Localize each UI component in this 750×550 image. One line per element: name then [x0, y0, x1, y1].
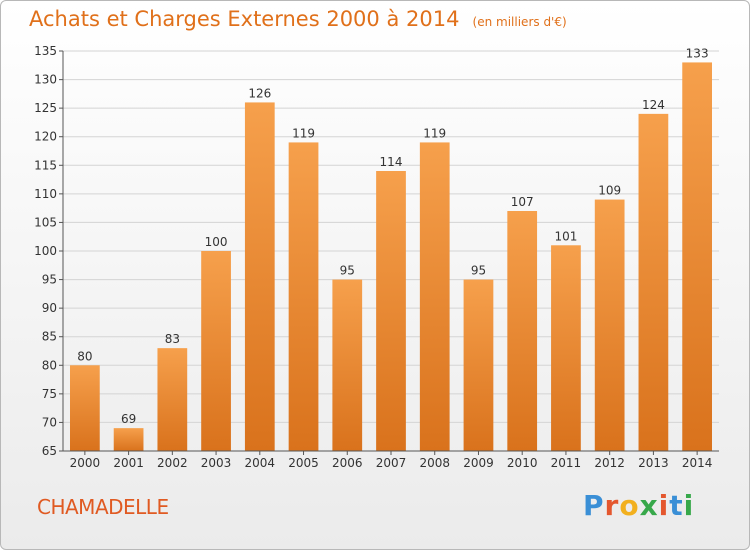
y-tick-label: 80: [42, 358, 57, 372]
bar-2004: [244, 102, 275, 451]
y-tick-label: 125: [34, 101, 57, 115]
x-tick-label-2000: 2000: [70, 456, 101, 470]
axes: 65 70 75 80 85 90 95 100 105 110 115 120 125 130 135 20…: [34, 44, 719, 470]
data-label-2014: 133: [686, 46, 709, 60]
y-tick-label: 70: [42, 415, 57, 429]
logo-letter: P: [583, 489, 605, 522]
x-tick-label-2004: 2004: [245, 456, 276, 470]
bar-2013: [638, 113, 669, 451]
x-tick-label-2002: 2002: [157, 456, 188, 470]
x-tick-label-2007: 2007: [376, 456, 407, 470]
data-label-2004: 126: [248, 86, 271, 100]
data-label-2010: 107: [511, 195, 534, 209]
y-tick-label: 120: [34, 130, 57, 144]
logo-letter: o: [619, 489, 640, 522]
x-tick-label-2014: 2014: [682, 456, 713, 470]
bar-2009: [463, 279, 494, 451]
x-tick-label-2008: 2008: [419, 456, 450, 470]
data-label-2008: 119: [423, 126, 446, 140]
data-label-2002: 83: [165, 332, 180, 346]
bar-2002: [157, 348, 188, 451]
bar-2014: [682, 62, 713, 452]
x-tick-label-2003: 2003: [201, 456, 232, 470]
logo-letter: i: [683, 489, 695, 522]
x-tick-label-2013: 2013: [638, 456, 669, 470]
data-label-2000: 80: [77, 349, 92, 363]
data-label-2012: 109: [598, 184, 621, 198]
x-tick-label-2005: 2005: [288, 456, 319, 470]
y-tick-label: 75: [42, 387, 57, 401]
logo-letter: t: [669, 489, 684, 522]
bar-2006: [332, 279, 363, 451]
y-tick-label: 65: [42, 444, 57, 458]
data-label-2003: 100: [205, 235, 228, 249]
logo-letter: i: [658, 489, 670, 522]
data-label-2007: 114: [380, 155, 403, 169]
commune-name: CHAMADELLE: [37, 495, 169, 519]
data-label-2006: 95: [340, 264, 355, 278]
y-tick-label: 105: [34, 215, 57, 229]
data-label-2005: 119: [292, 126, 315, 140]
chart-title: Achats et Charges Externes 2000 à 2014: [29, 7, 460, 31]
y-tick-label: 130: [34, 73, 57, 87]
proxiti-logo: Proxiti: [583, 489, 694, 522]
bar-2010: [507, 211, 538, 451]
bar-2001: [113, 428, 144, 451]
bar-2007: [376, 171, 406, 451]
x-tick-label-2009: 2009: [463, 456, 494, 470]
bar-2012: [594, 199, 625, 451]
data-label-2009: 95: [471, 264, 486, 278]
y-tick-label: 135: [34, 44, 57, 58]
bar-2003: [201, 251, 231, 451]
bars: 80 69 83 100 126 119 95 114 119 95 107 101 109 124 133: [69, 46, 713, 452]
y-tick-label: 90: [42, 301, 57, 315]
x-tick-label-2012: 2012: [594, 456, 625, 470]
data-label-2001: 69: [121, 412, 136, 426]
bar-2000: [69, 365, 100, 451]
x-tick-label-2011: 2011: [551, 456, 582, 470]
bar-2011: [551, 245, 581, 451]
title-row: Achats et Charges Externes 2000 à 2014 (…: [29, 7, 567, 31]
y-tick-label: 115: [34, 158, 57, 172]
x-tick-label-2010: 2010: [507, 456, 538, 470]
bar-2008: [419, 142, 450, 451]
bar-2005: [288, 142, 319, 451]
data-label-2011: 101: [554, 229, 577, 243]
y-tick-label: 85: [42, 330, 57, 344]
x-tick-label-2001: 2001: [113, 456, 144, 470]
data-label-2013: 124: [642, 98, 665, 112]
x-tick-label-2006: 2006: [332, 456, 363, 470]
y-tick-label: 110: [34, 187, 57, 201]
y-tick-label: 100: [34, 244, 57, 258]
chart-subtitle: (en milliers d'€): [472, 15, 567, 29]
logo-letter: x: [639, 489, 659, 522]
logo-letter: r: [604, 489, 620, 522]
y-tick-label: 95: [42, 273, 57, 287]
